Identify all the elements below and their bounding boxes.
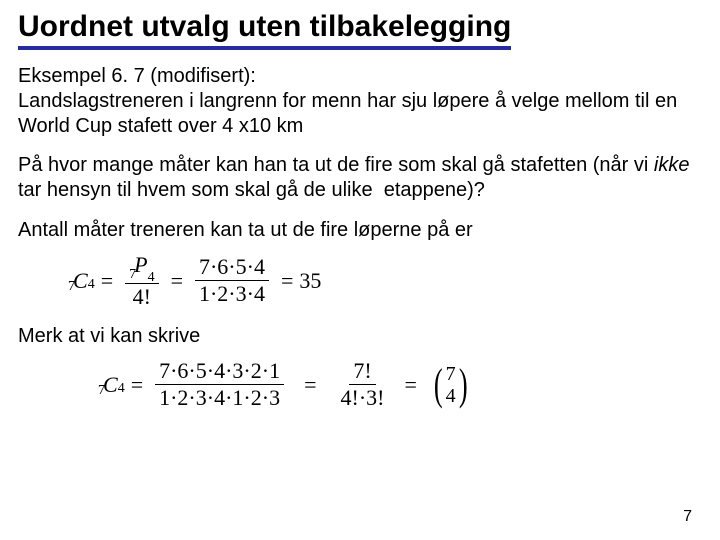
- eq1-f1-post: 4: [148, 270, 155, 285]
- eq1-lhs-sub: 4: [88, 277, 95, 293]
- eq2-lhs-presub: 7: [98, 383, 105, 399]
- page-number: 7: [683, 508, 692, 526]
- eq-sign: =: [171, 268, 183, 294]
- eq-sign: =: [281, 268, 293, 294]
- example-label: Eksempel 6. 7 (modifisert):: [18, 65, 256, 87]
- binom-bot: 4: [446, 385, 456, 407]
- eq1-lhs-presub: 7: [68, 279, 75, 295]
- eq2-binom: ( 7 4 ): [431, 363, 470, 407]
- eq2-frac2: 7! 4!·3!: [337, 359, 389, 410]
- eq2-f1-den: 1·2·3·4·1·2·3: [155, 385, 284, 410]
- eq2-f1-num: 7·6·5·4·3·2·1: [155, 359, 284, 385]
- eq2-f2-num: 7!: [349, 359, 375, 385]
- eq2-f2-den: 4!·3!: [337, 385, 389, 410]
- example-text: Landslagstreneren i langrenn for menn ha…: [18, 90, 677, 137]
- question-b: tar hensyn til hvem som skal gå de ulike…: [18, 179, 485, 201]
- equation-2: 7 C 4 = 7·6·5·4·3·2·1 1·2·3·4·1·2·3 = 7!…: [98, 359, 702, 410]
- eq-sign: =: [404, 372, 416, 398]
- slide: Uordnet utvalg uten tilbakelegging Eksem…: [0, 0, 720, 540]
- eq1-C: C: [73, 268, 88, 294]
- eq1-f2-num: 7·6·5·4: [195, 255, 269, 281]
- eq1-f1-pre: 7: [129, 267, 136, 282]
- eq-sign: =: [101, 268, 113, 294]
- note-lead: Merk at vi kan skrive: [18, 323, 702, 349]
- eq-sign: =: [131, 372, 143, 398]
- eq1-f1-P: P: [134, 252, 147, 277]
- question-a: På hvor mange måter kan han ta ut de fir…: [18, 154, 654, 176]
- equation-1: 7 C 4 = 7P4 4! = 7·6·5·4 1·2·3·4 = 35: [68, 253, 702, 309]
- binom-top: 7: [446, 363, 456, 385]
- eq2-lhs-sub: 4: [118, 381, 125, 397]
- eq1-result: 35: [299, 268, 321, 294]
- eq1-f2-den: 1·2·3·4: [195, 281, 269, 306]
- eq1-frac2: 7·6·5·4 1·2·3·4: [195, 255, 269, 306]
- question-em: ikke: [654, 154, 690, 176]
- paren-left: (: [434, 363, 443, 407]
- eq-sign: =: [304, 372, 316, 398]
- example-intro: Eksempel 6. 7 (modifisert): Landslagstre…: [18, 64, 702, 139]
- question: På hvor mange måter kan han ta ut de fir…: [18, 153, 702, 203]
- eq1-f1-den: 4!: [129, 284, 155, 309]
- answer-lead: Antall måter treneren kan ta ut de fire …: [18, 217, 702, 243]
- eq2-frac1: 7·6·5·4·3·2·1 1·2·3·4·1·2·3: [155, 359, 284, 410]
- eq1-frac1: 7P4 4!: [125, 253, 158, 309]
- paren-right: ): [458, 363, 467, 407]
- slide-title: Uordnet utvalg uten tilbakelegging: [18, 10, 511, 50]
- eq2-C: C: [103, 372, 118, 398]
